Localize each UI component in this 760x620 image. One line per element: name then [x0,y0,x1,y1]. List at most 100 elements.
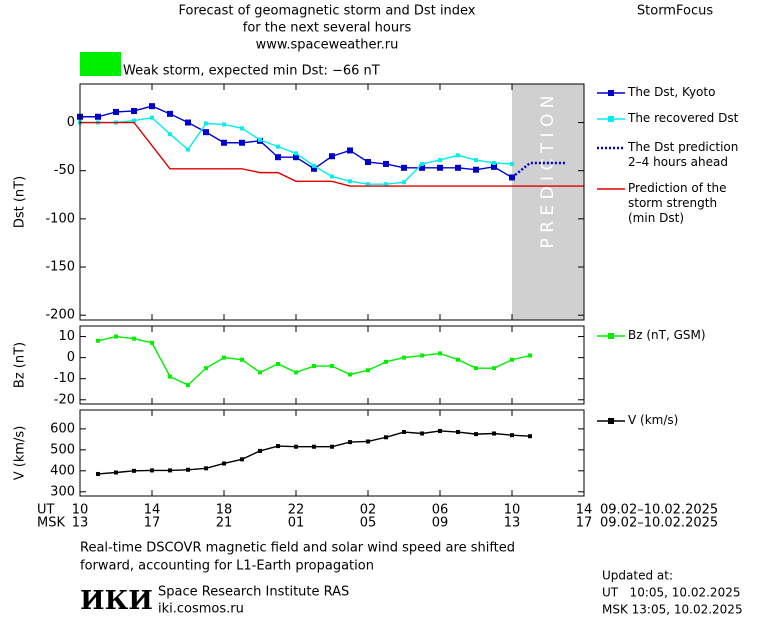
plot-frame [79,325,585,405]
marker [401,164,407,171]
marker [492,160,496,165]
marker [455,164,461,171]
x-tick-label-msk: 09 [432,516,449,531]
y-tick-label: 300 [50,484,75,499]
marker [491,163,497,170]
marker [383,160,389,167]
prediction-label: P R E D I C T I O N [538,96,558,249]
marker [528,434,532,439]
y-tick-label: -150 [45,260,75,275]
marker [348,372,352,377]
marker [240,357,244,362]
x-tick-label-msk: 21 [216,516,233,531]
marker [474,366,478,371]
y-tick-label: 0 [67,350,75,365]
marker [384,182,388,187]
marker [473,166,479,173]
y-tick-label: -10 [54,371,75,386]
marker [419,164,425,171]
marker [437,164,443,171]
marker [276,444,280,449]
x-tick-label: 14 [576,503,593,518]
marker [113,108,119,115]
marker [114,334,118,339]
y-tick-label: 400 [50,463,75,478]
marker [186,147,190,152]
marker [293,154,299,161]
title: Forecast of geomagnetic storm and Dst in… [178,4,475,19]
y-tick-label: 10 [58,329,75,344]
series-line [80,105,513,179]
marker [132,336,136,341]
legend-marker [608,90,614,96]
marker [438,351,442,356]
updated-msk: MSK 13:05, 10.02.2025 [602,603,743,617]
legend-entry: The Dst, Kyoto [628,85,716,99]
x-tick-label: 22 [288,503,305,518]
marker [275,154,281,161]
y-tick-label: -20 [54,392,75,407]
marker [366,368,370,373]
row-label: MSK [37,516,65,531]
logo: ИКИ [80,586,153,616]
marker [402,355,406,360]
marker [186,467,190,472]
marker [222,461,226,466]
marker [239,139,245,146]
x-tick-label-msk: 17 [576,516,593,531]
marker [312,163,316,168]
marker [528,353,532,358]
marker [492,366,496,371]
marker [240,457,244,462]
marker [204,121,208,126]
marker [258,448,262,453]
marker [365,159,371,166]
x-tick-label-msk: 05 [360,516,377,531]
marker [204,466,208,471]
x-tick-label: 18 [216,503,233,518]
plot-frame [79,409,585,497]
marker [258,370,262,375]
marker [330,364,334,369]
note: Real-time DSCOVR magnetic field and sola… [80,541,515,556]
marker [204,366,208,371]
storm-level-box [80,52,121,76]
x-tick-label: 14 [144,503,161,518]
y-tick-label: -100 [45,211,75,226]
date-range: 09.02–10.02.2025 [600,503,718,518]
marker [258,137,262,142]
title: for the next several hours [243,21,412,36]
marker [150,468,154,473]
row-label: UT [37,503,55,518]
marker [294,444,298,449]
y-tick-label: 0 [67,115,75,130]
storm-label: Weak storm, expected min Dst: −66 nT [123,64,380,79]
marker [348,440,352,445]
marker [167,110,173,117]
site: iki.cosmos.ru [158,602,244,617]
marker [150,115,154,120]
plot-frame [79,83,585,321]
marker [402,180,406,185]
marker [276,144,280,149]
marker [186,383,190,388]
note: forward, accounting for L1-Earth propaga… [80,559,374,574]
x-tick-label: 10 [504,503,521,518]
legend-entry: V (km/s) [628,413,679,427]
marker [312,444,316,449]
x-tick-label: 10 [72,503,89,518]
marker [96,471,100,476]
series-line [80,116,513,185]
y-tick-label: -50 [54,163,75,178]
updated-ut: UT 10:05, 10.02.2025 [602,586,740,600]
marker [168,132,172,137]
institute: Space Research Institute RAS [158,585,349,600]
marker [222,122,226,127]
marker [168,468,172,473]
legend-entry: Prediction of the storm strength (min Ds… [628,181,727,225]
marker [330,444,334,449]
marker [114,470,118,475]
marker [221,139,227,146]
legend-entry: The recovered Dst [628,111,739,125]
marker [438,158,442,163]
